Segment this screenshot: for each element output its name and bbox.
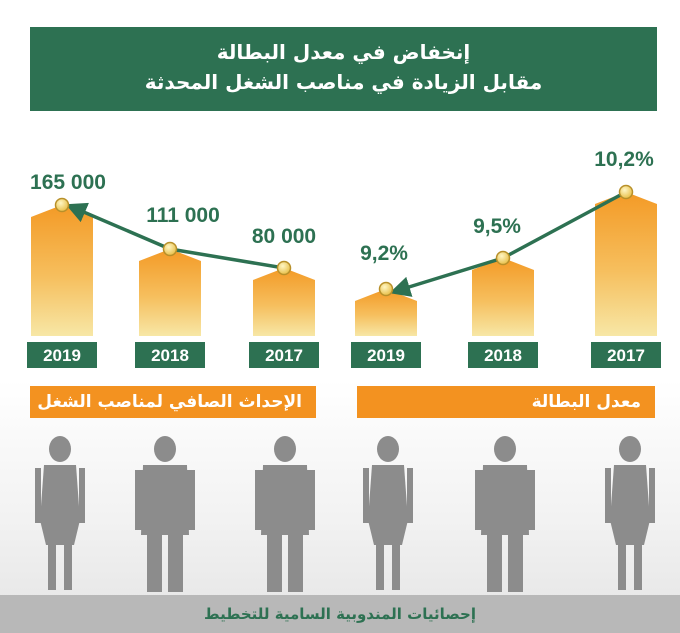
unemployment-value-label-2018: 9,5%: [473, 215, 521, 238]
man-figure-icon: [255, 436, 315, 592]
jobs-bar-2017: [253, 268, 315, 336]
unemployment-section-label: معدل البطالة: [357, 386, 655, 418]
jobs-point-2018: [162, 241, 178, 257]
unemployment-point-2018: [495, 250, 511, 266]
unemployment-bar-2017: [595, 192, 657, 336]
unemployment-year-label-2017: 2017: [607, 346, 645, 365]
bar-groups: 2019 165 000 2018 111 000 2017 80 000 2019 9,2%…: [27, 148, 661, 368]
unemployment-year-box-2019: [351, 342, 421, 368]
jobs-section-label: الإحداث الصافي لمناصب الشغل: [30, 386, 316, 418]
unemployment-value-label-2017: 10,2%: [594, 148, 654, 171]
jobs-year-box-2018: [135, 342, 205, 368]
unemployment-value-label-2019: 9,2%: [360, 242, 408, 265]
jobs-year-box-2017: [249, 342, 319, 368]
silhouettes-group: [35, 436, 655, 592]
jobs-bar-2018: [139, 249, 201, 336]
title-line-2: مقابل الزيادة في مناصب الشغل المحدثة: [144, 70, 543, 94]
unemployment-year-label-2018: 2018: [484, 346, 522, 365]
woman-figure-icon: [605, 436, 655, 590]
unemployment-chart: 2019 9,2% 2018 9,5% 2017 10,2%: [351, 148, 661, 368]
unemployment-year-label-2019: 2019: [367, 346, 405, 365]
jobs-value-label-2018: 111 000: [146, 204, 220, 227]
man-figure-icon: [475, 436, 535, 592]
jobs-point-2017: [276, 260, 292, 276]
title-banner: إنخفاض في معدل البطالة مقابل الزيادة في …: [30, 27, 657, 111]
source-footer: إحصائيات المندوبية السامية للتخطيط: [0, 595, 680, 633]
jobs-bar-2019: [31, 205, 93, 336]
man-figure-icon: [135, 436, 195, 592]
jobs-year-box-2019: [27, 342, 97, 368]
jobs-year-label-2019: 2019: [43, 346, 81, 365]
woman-figure-icon: [363, 436, 413, 590]
jobs-year-label-2018: 2018: [151, 346, 189, 365]
unemployment-year-box-2018: [468, 342, 538, 368]
unemployment-bar-2018: [472, 258, 534, 336]
woman-figure-icon: [35, 436, 85, 590]
jobs-value-label-2019: 165 000: [30, 171, 106, 194]
jobs-year-label-2017: 2017: [265, 346, 303, 365]
unemployment-year-box-2017: [591, 342, 661, 368]
unemployment-point-2019: [378, 281, 394, 297]
background: [0, 380, 680, 633]
unemployment-point-2017: [618, 184, 634, 200]
jobs-point-2019: [54, 197, 70, 213]
jobs-chart: 2019 165 000 2018 111 000 2017 80 000: [27, 171, 319, 368]
unemployment-bar-2019: [355, 289, 417, 336]
title-line-1: إنخفاض في معدل البطالة: [216, 40, 471, 64]
jobs-value-label-2017: 80 000: [252, 225, 316, 248]
